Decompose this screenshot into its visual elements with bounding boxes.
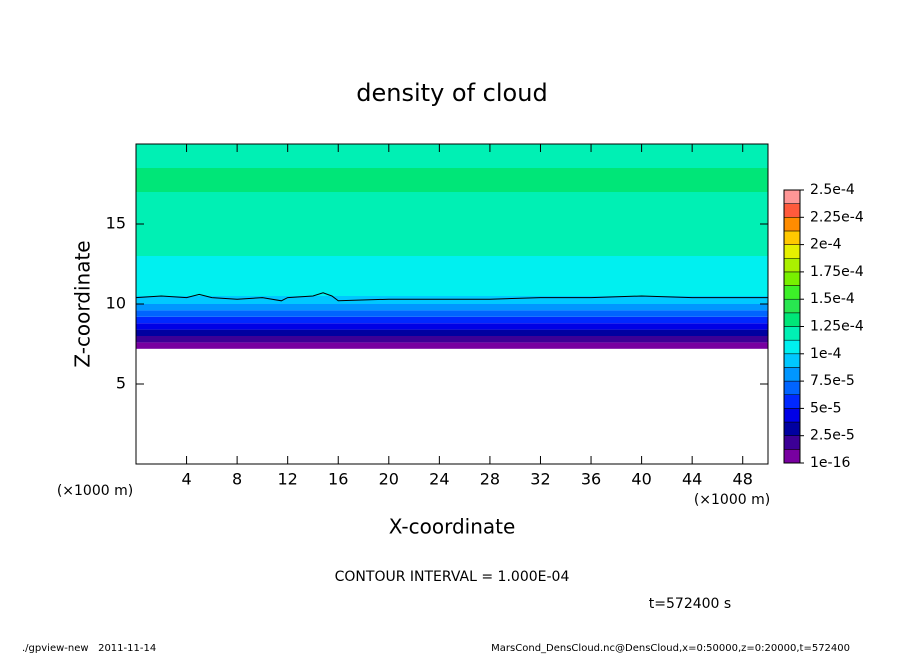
- contour-band: [136, 168, 768, 192]
- colorbar-swatch: [783, 449, 801, 464]
- contour-band: [136, 144, 768, 168]
- y-unit: (×1000 m): [57, 483, 133, 499]
- x-tick-label: 24: [429, 470, 449, 489]
- colorbar-swatch: [783, 230, 801, 245]
- y-tick-label: 5: [116, 374, 126, 393]
- x-tick-label: 48: [733, 470, 753, 489]
- colorbar-label: 1e-4: [810, 346, 842, 362]
- colorbar-label: 2.5e-5: [810, 428, 855, 444]
- chart-title: density of cloud: [356, 79, 547, 107]
- contour-band: [136, 304, 768, 311]
- colorbar-swatch: [783, 203, 801, 218]
- contour-band: [136, 280, 768, 296]
- colorbar-label: 1.25e-4: [810, 319, 864, 335]
- colorbar-swatch: [783, 408, 801, 423]
- colorbar-swatch: [783, 380, 801, 396]
- contour-band: [136, 256, 768, 280]
- colorbar-swatch: [783, 435, 801, 450]
- contour-band: [136, 240, 768, 256]
- colorbar-swatch: [783, 339, 801, 355]
- x-tick-label: 32: [530, 470, 550, 489]
- x-tick-label: 4: [181, 470, 191, 489]
- colorbar-swatch: [783, 367, 801, 382]
- contour-band: [136, 323, 768, 330]
- contour-band: [136, 296, 768, 304]
- x-tick-label: 8: [232, 470, 242, 489]
- colorbar-swatch: [783, 285, 801, 300]
- colorbar-swatch: [783, 421, 801, 436]
- footer-left: ./gpview-new 2011-11-14: [22, 643, 156, 654]
- colorbar-swatch: [783, 244, 801, 259]
- colorbar-label: 7.5e-5: [810, 373, 855, 389]
- contour-band: [136, 316, 768, 324]
- colorbar-swatch: [783, 312, 801, 327]
- x-axis-label: X-coordinate: [389, 515, 516, 539]
- x-tick-label: 36: [581, 470, 601, 489]
- colorbar-swatch: [783, 217, 801, 232]
- colorbar-swatch: [783, 189, 801, 204]
- colorbar-label: 1e-16: [810, 455, 850, 471]
- x-tick-label: 20: [379, 470, 399, 489]
- colorbar-swatch: [783, 258, 801, 273]
- x-tick-label: 12: [278, 470, 298, 489]
- colorbar-label: 2.25e-4: [810, 209, 864, 225]
- contour-band: [136, 336, 768, 343]
- contour-line: [135, 292, 768, 302]
- contour-band: [136, 342, 768, 349]
- x-tick-label: 44: [682, 470, 702, 489]
- colorbar-swatch: [783, 326, 801, 341]
- footer-right: MarsCond_DensCloud.nc@DensCloud,x=0:5000…: [491, 643, 850, 654]
- x-tick-label: 16: [328, 470, 348, 489]
- colorbar-label: 1.75e-4: [810, 264, 864, 280]
- y-tick-label: 15: [106, 214, 126, 233]
- x-tick-label: 40: [631, 470, 651, 489]
- x-unit: (×1000 m): [694, 492, 770, 508]
- contour-band: [136, 192, 768, 240]
- x-tick-label: 28: [480, 470, 500, 489]
- colorbar-swatch: [783, 353, 801, 368]
- y-axis-label: Z-coordinate: [71, 240, 95, 367]
- y-tick-label: 10: [106, 294, 126, 313]
- colorbar-label: 2e-4: [810, 237, 842, 253]
- time-label: t=572400 s: [649, 596, 731, 612]
- colorbar-label: 1.5e-4: [810, 291, 855, 307]
- contour-band: [136, 329, 768, 336]
- colorbar-swatch: [783, 298, 801, 314]
- colorbar-label: 2.5e-4: [810, 182, 855, 198]
- colorbar-label: 5e-5: [810, 400, 841, 416]
- colorbar-swatch: [783, 394, 801, 409]
- colorbar-swatch: [783, 271, 801, 286]
- contour-band: [136, 310, 768, 317]
- annotation: CONTOUR INTERVAL = 1.000E-04: [335, 569, 570, 585]
